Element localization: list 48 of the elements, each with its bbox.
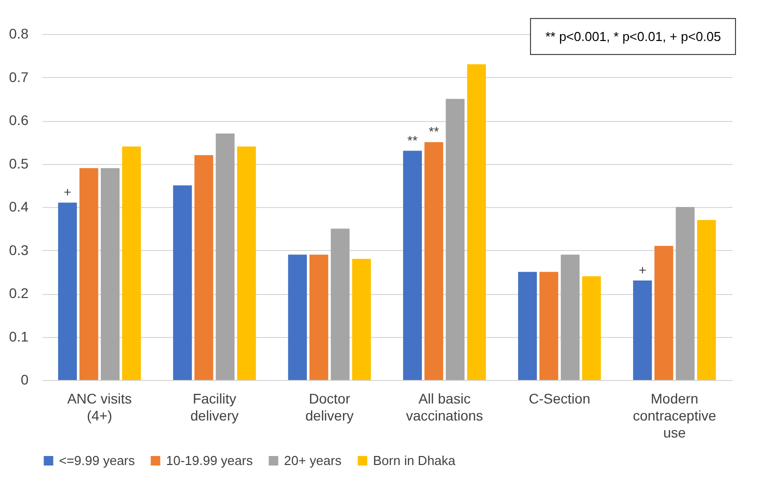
y-tick-label: 0.8 <box>9 26 29 42</box>
bar <box>288 254 307 380</box>
x-tick-label: Doctor delivery <box>305 390 354 424</box>
annotation: + <box>64 184 72 200</box>
bar <box>633 280 652 380</box>
bar <box>518 272 537 380</box>
bar <box>122 146 141 380</box>
bar <box>79 168 98 380</box>
legend-label: Born in Dhaka <box>373 452 456 468</box>
y-tick-label: 0.2 <box>9 285 29 301</box>
bar <box>582 276 601 380</box>
y-tick-label: 0 <box>20 372 29 388</box>
bar <box>539 272 558 380</box>
bar <box>560 254 580 380</box>
y-tick-label: 0.7 <box>9 68 29 85</box>
annotation: ** p<0.001, * p<0.01, + p<0.05 <box>530 18 736 55</box>
bar <box>237 146 256 380</box>
bar <box>676 207 695 380</box>
legend-label: 20+ years <box>284 452 342 468</box>
bar <box>654 246 674 380</box>
bar <box>352 258 371 380</box>
bar <box>309 254 328 380</box>
bar <box>697 220 716 380</box>
bar <box>58 202 77 380</box>
bar <box>216 133 235 380</box>
bar <box>403 150 422 380</box>
x-tick-label: ANC visits (4+) <box>67 390 132 424</box>
annotation: ** <box>428 124 439 140</box>
y-tick-label: 0.4 <box>9 198 29 214</box>
bar <box>173 185 192 380</box>
legend-label: 10-19.99 years <box>166 452 254 468</box>
y-tick-label: 0.5 <box>9 155 29 172</box>
annotation: + <box>638 262 646 278</box>
annotation: ** <box>407 132 418 148</box>
bar <box>100 168 120 380</box>
x-tick-label: All basic vaccinations <box>406 390 484 424</box>
legend-label: <=9.99 years <box>59 452 136 468</box>
y-tick-label: 0.1 <box>9 328 29 344</box>
bar <box>446 98 465 380</box>
bar <box>424 142 444 380</box>
y-tick-label: 0.6 <box>9 112 29 128</box>
bar <box>330 228 350 380</box>
x-tick-label: Modern contraceptive use <box>632 390 716 440</box>
x-tick-label: Facility delivery <box>190 390 239 424</box>
y-tick-label: 0.3 <box>9 242 29 258</box>
bar <box>194 155 214 380</box>
bar <box>467 64 486 380</box>
x-tick-label: C-Section <box>528 390 590 406</box>
